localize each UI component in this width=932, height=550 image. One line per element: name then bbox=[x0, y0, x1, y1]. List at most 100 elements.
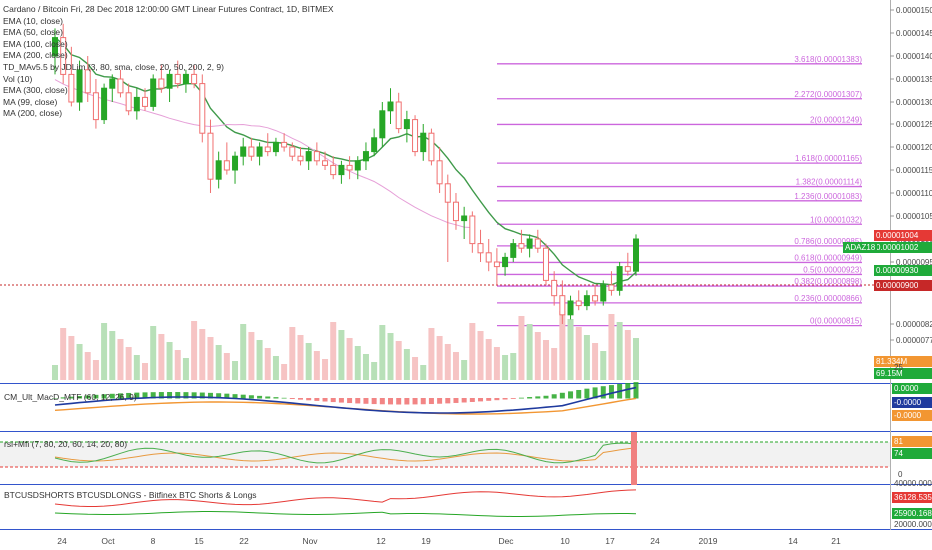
candle-body bbox=[305, 151, 312, 162]
vol-tick-25: 25 bbox=[894, 363, 903, 372]
candle-body bbox=[297, 155, 304, 162]
ada-price-badge: 0.00001002 bbox=[874, 242, 932, 253]
volume-bar bbox=[346, 338, 353, 380]
candle-body bbox=[567, 300, 574, 316]
volume-bar bbox=[403, 349, 410, 380]
indicator-ema100[interactable]: EMA (100, close) bbox=[3, 38, 68, 49]
macd-histogram-bar bbox=[584, 388, 590, 399]
macd-histogram-bar bbox=[388, 398, 394, 405]
candle-body bbox=[452, 201, 459, 222]
shorts-pane-label[interactable]: BTCUSDSHORTS BTCUSDLONGS - Bitfinex BTC … bbox=[4, 490, 257, 500]
volume-bar bbox=[477, 331, 484, 380]
time-axis[interactable]: 24 Oct 8 15 22 Nov 12 19 Dec 10 17 24 2019 14 21 bbox=[57, 536, 841, 546]
macd-histogram-bar bbox=[412, 398, 418, 405]
chart-legend: Cardano / Bitcoin Fri, 28 Dec 2018 12:00… bbox=[3, 4, 334, 120]
candle-body bbox=[215, 160, 222, 180]
volume-bar bbox=[281, 364, 288, 380]
volume-bars bbox=[52, 311, 639, 380]
macd-histogram-bar bbox=[371, 398, 377, 405]
shorts-line bbox=[54, 489, 637, 507]
candle-body bbox=[199, 83, 206, 134]
indicator-td-ma[interactable]: TD_MAv5.5 by JDLim (3, 80, sma, close, 2… bbox=[3, 61, 224, 72]
macd-histogram-bar bbox=[306, 398, 312, 401]
candle-body bbox=[117, 78, 124, 94]
indicator-ema200[interactable]: EMA (200, close) bbox=[3, 50, 68, 61]
macd-histogram-bar bbox=[322, 398, 328, 402]
candle-body bbox=[68, 73, 75, 103]
volume-bar bbox=[68, 336, 75, 380]
macd-histogram-bar bbox=[191, 392, 197, 399]
macd-histogram-bar bbox=[551, 394, 557, 399]
candle-body bbox=[534, 238, 541, 249]
volume-bar bbox=[371, 362, 378, 380]
macd-histogram-bar bbox=[216, 393, 222, 399]
volume-bar bbox=[142, 363, 149, 380]
volume-bar bbox=[452, 352, 459, 380]
time-tick-label: 14 bbox=[788, 536, 798, 546]
volume-bar bbox=[551, 348, 558, 380]
macd-top-badge: 0.0000 bbox=[892, 383, 932, 394]
macd-histogram-bar bbox=[469, 398, 475, 402]
volume-bar bbox=[60, 328, 67, 380]
macd-histogram-bar bbox=[592, 387, 598, 399]
time-tick-label: 15 bbox=[194, 536, 204, 546]
volume-bar bbox=[592, 343, 599, 380]
candle-body bbox=[575, 300, 582, 307]
chart-title: Cardano / Bitcoin Fri, 28 Dec 2018 12:00… bbox=[3, 4, 334, 14]
rsi-pane bbox=[0, 432, 890, 485]
macd-histogram-bar bbox=[93, 394, 99, 399]
indicator-ma99[interactable]: MA (99, close) bbox=[3, 96, 58, 107]
indicator-ma200[interactable]: MA (200, close) bbox=[3, 108, 63, 119]
indicator-ema10[interactable]: EMA (10, close) bbox=[3, 15, 63, 26]
candle-body bbox=[461, 215, 468, 222]
rsi-pane-label[interactable]: rsi+Mfi (7, 80, 20, 60, 14, 20, 80) bbox=[4, 439, 128, 449]
macd-histogram-bar bbox=[625, 383, 631, 399]
volume-bar bbox=[305, 343, 312, 380]
volume-bar bbox=[624, 330, 631, 380]
macd-pane bbox=[52, 382, 639, 415]
candle-body bbox=[150, 78, 157, 107]
longs-line bbox=[54, 511, 637, 517]
candle-body bbox=[223, 160, 230, 171]
volume-bar bbox=[232, 361, 239, 380]
volume-bar bbox=[76, 344, 83, 380]
candle-body bbox=[493, 261, 500, 268]
fibonacci-levels: 3.618(0.00001383) 2.272(0.00001307) 2(0.00… bbox=[497, 55, 863, 327]
candle-body bbox=[76, 69, 83, 103]
volume-bar bbox=[330, 322, 337, 380]
candle-body bbox=[633, 238, 639, 272]
fib-label: 1.382(0.00001114) bbox=[796, 178, 863, 187]
fib-label: 0.5(0.00000923) bbox=[803, 265, 862, 274]
candle-body bbox=[52, 37, 58, 57]
volume-bar bbox=[150, 326, 157, 380]
macd-histogram-bar bbox=[527, 397, 533, 399]
macd-pane-label[interactable]: CM_Ult_MacD_MTF (60, 12, 26, 9) bbox=[4, 392, 137, 402]
price-tick-label: 0.00000770 bbox=[896, 336, 932, 345]
volume-bar bbox=[502, 355, 509, 380]
macd-histogram-bar bbox=[535, 396, 541, 399]
volume-bar bbox=[493, 347, 500, 380]
volume-bar bbox=[297, 335, 304, 380]
indicator-ema300[interactable]: EMA (300, close) bbox=[3, 85, 68, 96]
candle-body bbox=[101, 87, 108, 121]
time-tick-label: 17 bbox=[605, 536, 615, 546]
volume-bar bbox=[485, 339, 492, 380]
macd-histogram-bar bbox=[240, 394, 246, 399]
fib-label: 2(0.00001249) bbox=[810, 115, 862, 124]
macd-histogram-bar bbox=[355, 398, 361, 404]
candle-body bbox=[125, 92, 132, 112]
candle-body bbox=[166, 73, 173, 89]
macd-histogram-bar bbox=[77, 396, 83, 399]
indicator-ema50[interactable]: EMA (50, close) bbox=[3, 27, 63, 38]
macd-histogram-bar bbox=[273, 397, 279, 399]
candle-body bbox=[624, 266, 631, 272]
macd-histogram-bar bbox=[126, 392, 132, 399]
time-tick-label: 8 bbox=[151, 536, 156, 546]
fib-label: 0.236(0.00000866) bbox=[794, 294, 862, 303]
volume-bar bbox=[166, 342, 173, 380]
candle-body bbox=[542, 247, 549, 281]
indicator-vol[interactable]: Vol (10) bbox=[3, 73, 33, 84]
